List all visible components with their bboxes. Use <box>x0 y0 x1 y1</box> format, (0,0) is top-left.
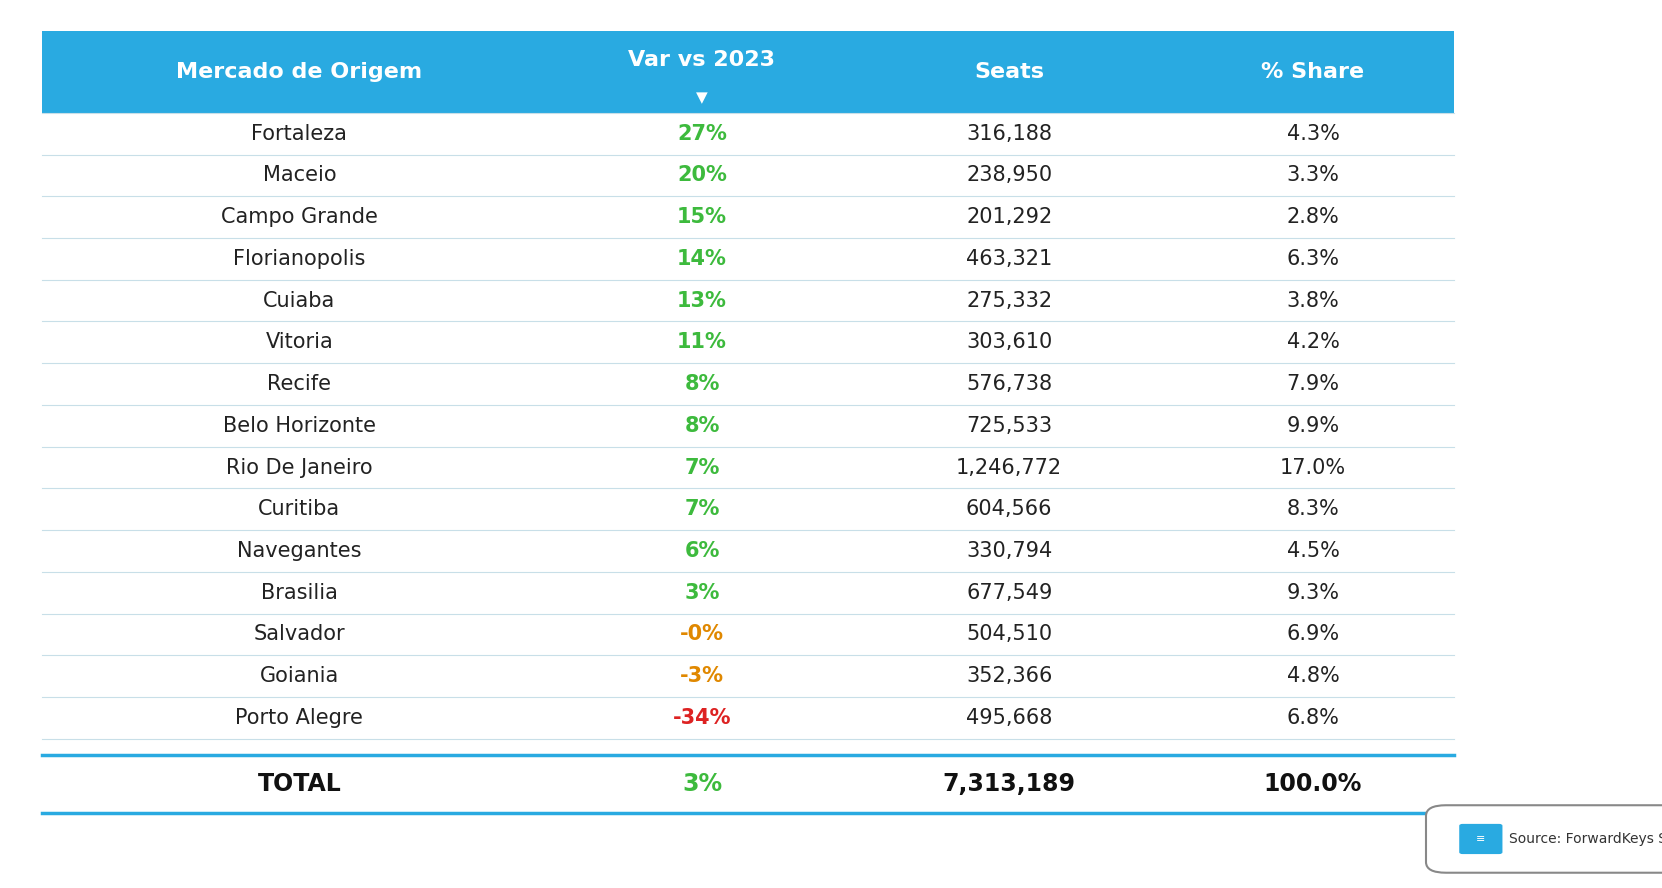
Bar <box>42 280 1454 321</box>
Text: 8%: 8% <box>685 374 720 394</box>
Text: ≡: ≡ <box>1476 834 1486 844</box>
Text: Vitoria: Vitoria <box>266 332 334 353</box>
Text: Salvador: Salvador <box>254 624 346 645</box>
Text: Recife: Recife <box>268 374 331 394</box>
Text: Florianopolis: Florianopolis <box>233 249 366 269</box>
Text: 576,738: 576,738 <box>966 374 1052 394</box>
Bar <box>42 113 1454 155</box>
Text: 275,332: 275,332 <box>966 290 1052 311</box>
Text: 352,366: 352,366 <box>966 666 1052 686</box>
Bar <box>42 155 1454 196</box>
Bar <box>42 655 1454 697</box>
Text: Fortaleza: Fortaleza <box>251 123 347 144</box>
Text: Mercado de Origem: Mercado de Origem <box>176 62 422 82</box>
Text: 7,313,189: 7,313,189 <box>942 772 1075 796</box>
Text: 7.9%: 7.9% <box>1286 374 1340 394</box>
Text: 4.3%: 4.3% <box>1286 123 1340 144</box>
Text: 3.8%: 3.8% <box>1286 290 1340 311</box>
Bar <box>42 31 1454 113</box>
Bar <box>42 488 1454 530</box>
Text: Navegantes: Navegantes <box>238 541 362 561</box>
Text: 3%: 3% <box>685 583 720 603</box>
Text: 4.8%: 4.8% <box>1286 666 1340 686</box>
Text: 6%: 6% <box>685 541 720 561</box>
Text: Goiania: Goiania <box>259 666 339 686</box>
Text: 6.9%: 6.9% <box>1286 624 1340 645</box>
Text: 604,566: 604,566 <box>966 499 1052 519</box>
Text: 20%: 20% <box>676 165 726 186</box>
FancyBboxPatch shape <box>1459 824 1502 854</box>
Text: 316,188: 316,188 <box>966 123 1052 144</box>
Text: 15%: 15% <box>676 207 726 227</box>
Text: 238,950: 238,950 <box>966 165 1052 186</box>
Text: 330,794: 330,794 <box>966 541 1052 561</box>
Text: 100.0%: 100.0% <box>1263 772 1363 796</box>
Text: 8%: 8% <box>685 416 720 436</box>
Text: Campo Grande: Campo Grande <box>221 207 377 227</box>
Text: 9.9%: 9.9% <box>1286 416 1340 436</box>
Text: ▼: ▼ <box>696 91 708 106</box>
Text: -3%: -3% <box>680 666 725 686</box>
Text: Maceio: Maceio <box>263 165 336 186</box>
Text: 2.8%: 2.8% <box>1286 207 1340 227</box>
Text: 17.0%: 17.0% <box>1280 457 1346 478</box>
Text: Curitiba: Curitiba <box>258 499 341 519</box>
Text: 4.5%: 4.5% <box>1286 541 1340 561</box>
Text: Brasilia: Brasilia <box>261 583 337 603</box>
Bar <box>42 405 1454 447</box>
Text: 303,610: 303,610 <box>966 332 1052 353</box>
Text: 677,549: 677,549 <box>966 583 1052 603</box>
Text: Seats: Seats <box>974 62 1044 82</box>
Text: 13%: 13% <box>676 290 726 311</box>
Text: Belo Horizonte: Belo Horizonte <box>223 416 376 436</box>
FancyBboxPatch shape <box>1426 805 1662 873</box>
Text: Cuiaba: Cuiaba <box>263 290 336 311</box>
Bar <box>42 238 1454 280</box>
Text: 27%: 27% <box>676 123 726 144</box>
Text: 7%: 7% <box>685 457 720 478</box>
Text: 463,321: 463,321 <box>966 249 1052 269</box>
Text: 3.3%: 3.3% <box>1286 165 1340 186</box>
Text: 504,510: 504,510 <box>966 624 1052 645</box>
Bar <box>42 530 1454 572</box>
Text: 14%: 14% <box>676 249 726 269</box>
Bar <box>42 572 1454 614</box>
Text: 4.2%: 4.2% <box>1286 332 1340 353</box>
Text: 725,533: 725,533 <box>966 416 1052 436</box>
Text: 3%: 3% <box>681 772 721 796</box>
Bar <box>42 321 1454 363</box>
Bar <box>42 614 1454 655</box>
Text: 6.3%: 6.3% <box>1286 249 1340 269</box>
Text: -0%: -0% <box>680 624 725 645</box>
Text: 6.8%: 6.8% <box>1286 708 1340 728</box>
Text: 495,668: 495,668 <box>966 708 1052 728</box>
Bar <box>42 196 1454 238</box>
Text: Rio De Janeiro: Rio De Janeiro <box>226 457 372 478</box>
Text: % Share: % Share <box>1261 62 1365 82</box>
Text: 1,246,772: 1,246,772 <box>956 457 1062 478</box>
Text: -34%: -34% <box>673 708 731 728</box>
Bar <box>42 363 1454 405</box>
Text: Source: ForwardKeys Seat Capacity Data.: Source: ForwardKeys Seat Capacity Data. <box>1509 832 1662 846</box>
Text: TOTAL: TOTAL <box>258 772 341 796</box>
Text: 9.3%: 9.3% <box>1286 583 1340 603</box>
Bar <box>42 697 1454 739</box>
Bar <box>42 447 1454 488</box>
Text: 8.3%: 8.3% <box>1286 499 1340 519</box>
Text: 11%: 11% <box>676 332 726 353</box>
Text: 201,292: 201,292 <box>966 207 1052 227</box>
Text: 7%: 7% <box>685 499 720 519</box>
Text: Porto Alegre: Porto Alegre <box>236 708 364 728</box>
Text: Var vs 2023: Var vs 2023 <box>628 50 776 69</box>
